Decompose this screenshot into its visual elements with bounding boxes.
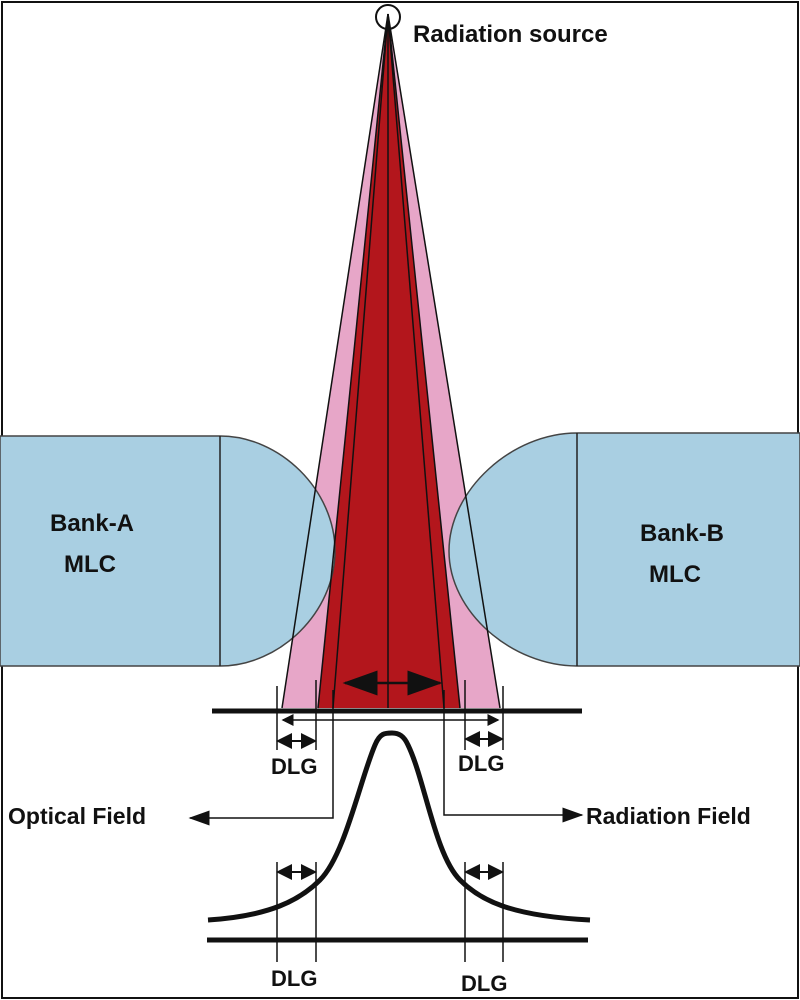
dlg-label-upper-right: DLG [458,751,504,776]
radiation-field-label: Radiation Field [586,803,751,829]
bank-b-mlc-label: MLC [649,561,701,588]
dlg-label-lower-left: DLG [271,966,317,991]
dose-profile-curve [207,730,591,923]
mlc-bank-b [448,432,800,667]
radiation-source-icon [375,4,401,30]
optical-field-label: Optical Field [8,803,146,829]
radiation-beam [318,14,460,708]
mlc-bank-a [0,435,336,667]
radiation-source-label: Radiation source [413,21,608,48]
dlg-label-lower-right: DLG [461,971,507,996]
bank-b-label: Bank-B [640,520,724,547]
lower-ticks [276,862,504,962]
radiation-field-leader [443,690,584,823]
bank-a-label: Bank-A [50,510,134,537]
bank-a-mlc-label: MLC [64,551,116,578]
dlg-label-upper-left: DLG [271,754,317,779]
optical-field-leader [188,690,334,826]
beam-edge-lines [281,13,501,709]
